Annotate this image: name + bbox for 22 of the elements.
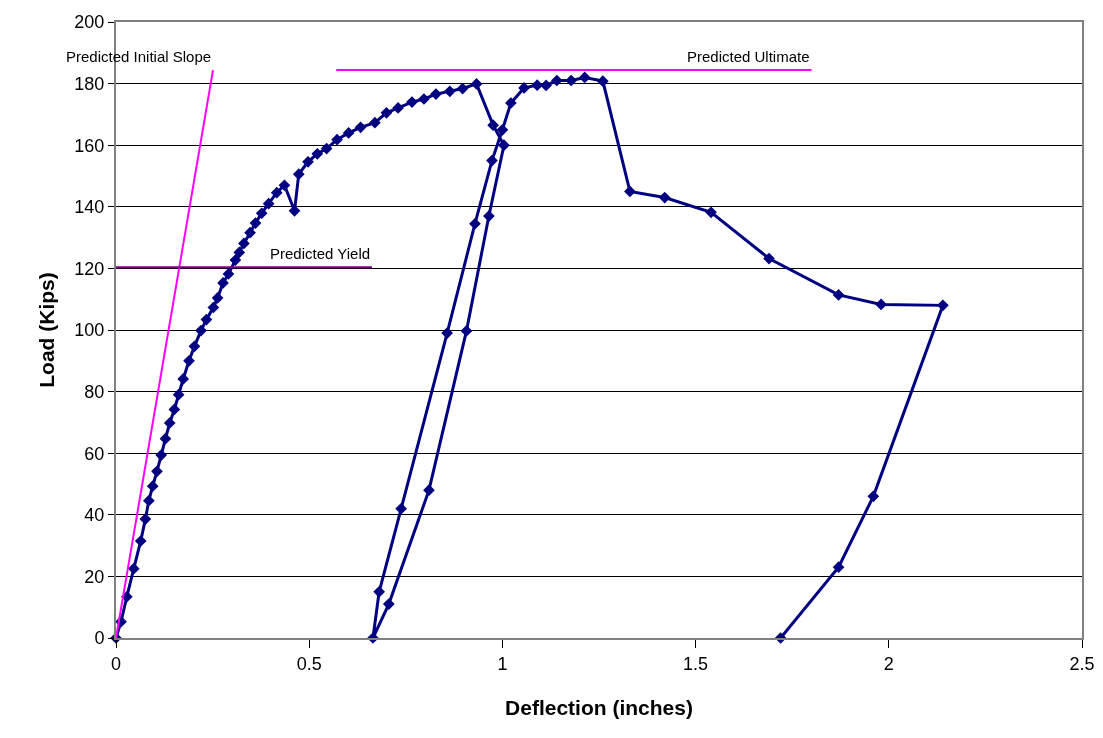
y-tick-label: 100 — [74, 320, 105, 341]
x-tick-label: 2.5 — [1069, 653, 1095, 674]
y-tick-label: 120 — [74, 258, 105, 279]
y-tick-label: 180 — [74, 73, 105, 94]
x-tick-label: 1.5 — [683, 653, 709, 674]
series-label: Predicted Initial Slope — [66, 48, 212, 65]
y-tick-label: 20 — [84, 566, 105, 587]
y-tick-label: 160 — [74, 135, 105, 156]
series-label: Predicted Yield — [270, 245, 371, 262]
y-tick-label: 80 — [84, 381, 105, 402]
y-axis-title: Load (Kips) — [35, 272, 58, 388]
y-tick-label: 0 — [94, 628, 105, 649]
y-tick-label: 140 — [74, 197, 105, 218]
x-tick-label: 1 — [497, 653, 508, 674]
series-label: Predicted Ultimate — [687, 48, 810, 65]
x-tick-label: 0 — [110, 653, 122, 674]
x-tick-label: 2 — [883, 653, 894, 674]
x-axis-title: Deflection (inches) — [505, 696, 693, 720]
y-tick-label: 200 — [74, 12, 105, 33]
y-tick-label: 40 — [84, 505, 105, 526]
x-tick-label: 0.5 — [296, 653, 322, 674]
y-tick-label: 60 — [84, 443, 105, 464]
